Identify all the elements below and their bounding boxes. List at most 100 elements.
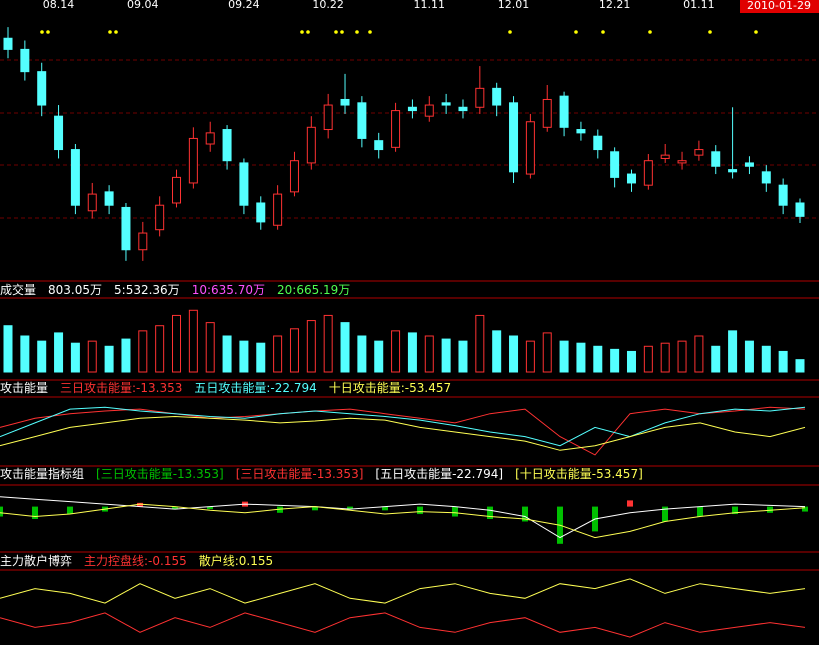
candle-body	[172, 176, 182, 204]
candle-body	[424, 104, 434, 117]
volume-bar	[778, 350, 788, 373]
x-tick-label: 12.01	[498, 0, 530, 11]
candle-body	[610, 151, 620, 178]
volume-bar	[374, 340, 384, 373]
volume-bar	[340, 322, 350, 373]
candle-body	[525, 121, 535, 175]
candle-body	[677, 160, 687, 164]
volume-bar	[121, 338, 131, 373]
x-tick-label: 11.11	[414, 0, 446, 11]
indicator-line	[0, 406, 806, 456]
panel-title: 攻击能量指标组	[0, 467, 85, 481]
legend-entry: 五日攻击能量:-22.794	[194, 381, 317, 395]
legend-entry: [三日攻击能量-13.353]	[96, 467, 224, 481]
candle-body	[87, 193, 97, 212]
current-date: 2010-01-29	[747, 0, 811, 12]
energy-legend: 攻击能量 三日攻击能量:-13.353 五日攻击能量:-22.794 十日攻击能量:-…	[0, 381, 463, 395]
volume-bar	[37, 340, 47, 373]
candle-body	[306, 126, 316, 164]
volume-bar	[391, 330, 401, 373]
candle-body	[323, 104, 333, 131]
energy-bar	[67, 506, 73, 515]
volume-bar	[289, 328, 299, 373]
panel-title: 攻击能量	[0, 381, 49, 395]
volume-bar	[357, 335, 367, 373]
energy-bar	[627, 500, 633, 507]
volume-bar	[694, 335, 704, 373]
current-date-box	[740, 0, 819, 13]
legend-entry: 十日攻击能量:-53.457	[328, 381, 452, 395]
indicator-line	[0, 415, 806, 451]
candle-body	[660, 154, 670, 159]
volume-bar	[795, 359, 805, 373]
volume-bar	[239, 340, 249, 373]
volume-bar	[509, 335, 519, 373]
candle-body	[643, 160, 653, 186]
volume-bar	[677, 340, 687, 373]
volume-bar	[205, 322, 215, 373]
energy-bar	[732, 506, 738, 515]
volume-bar	[458, 340, 468, 373]
energy-bar	[0, 506, 3, 517]
candle-body	[559, 95, 569, 128]
volume-bar	[306, 320, 316, 373]
candle-body	[593, 135, 603, 151]
energy-bar	[277, 506, 283, 513]
legend-entry: 主力控盘线:-0.155	[84, 554, 187, 568]
volume-bar	[593, 345, 603, 373]
volume-bar	[761, 345, 771, 373]
energy-bar	[697, 506, 703, 517]
legend-value: 5:532.36万	[114, 283, 180, 297]
volume-bar	[660, 342, 670, 373]
volume-bar	[222, 335, 232, 373]
energy-bar	[382, 506, 388, 511]
volume-bar	[643, 345, 653, 373]
volume-bar	[54, 332, 64, 373]
candle-body	[694, 149, 704, 156]
panel-dividers	[0, 280, 819, 571]
candle-body	[492, 87, 502, 106]
energy-bar	[417, 506, 423, 515]
legend-value: 803.05万	[48, 283, 103, 297]
energy-bar	[207, 506, 213, 510]
volume-bar	[441, 338, 451, 373]
candle-body	[239, 162, 249, 206]
candle-body	[222, 129, 232, 162]
candle-body	[104, 191, 114, 206]
volume-bar	[172, 314, 182, 373]
volume-bar	[104, 345, 114, 373]
volume-bar	[711, 345, 721, 373]
candle-body	[188, 137, 198, 184]
candle-body	[70, 149, 80, 206]
legend-entry: 三日攻击能量:-13.353	[60, 381, 183, 395]
volume-bar	[138, 330, 148, 373]
candle-body	[728, 169, 738, 173]
candle-body	[138, 232, 148, 251]
candle-body	[273, 193, 283, 226]
candle-body	[475, 87, 485, 108]
volume-bar	[525, 340, 535, 373]
candle-body	[374, 140, 384, 151]
candle-body	[509, 102, 519, 173]
legend-entry: [五日攻击能量-22.794]	[375, 467, 504, 481]
energy-bar	[487, 506, 493, 519]
candle-body	[795, 202, 805, 217]
candle-body	[205, 132, 215, 145]
x-tick-label: 09.04	[127, 0, 159, 11]
candle-body	[407, 106, 417, 112]
info-markers	[40, 30, 758, 34]
volume-bar	[542, 332, 552, 373]
energy-bar	[767, 506, 773, 513]
volume-bar	[475, 314, 485, 373]
volume-bar	[155, 325, 165, 373]
candle-body	[121, 206, 131, 251]
volume-bar	[744, 340, 754, 373]
energy-bar	[662, 506, 668, 522]
candle-body	[256, 202, 266, 223]
candle-body	[542, 98, 552, 128]
x-tick-label: 08.14	[43, 0, 75, 11]
candle-body	[626, 173, 636, 184]
indicator-line	[0, 496, 806, 539]
volume-bar	[424, 335, 434, 373]
candle-body	[744, 162, 754, 167]
